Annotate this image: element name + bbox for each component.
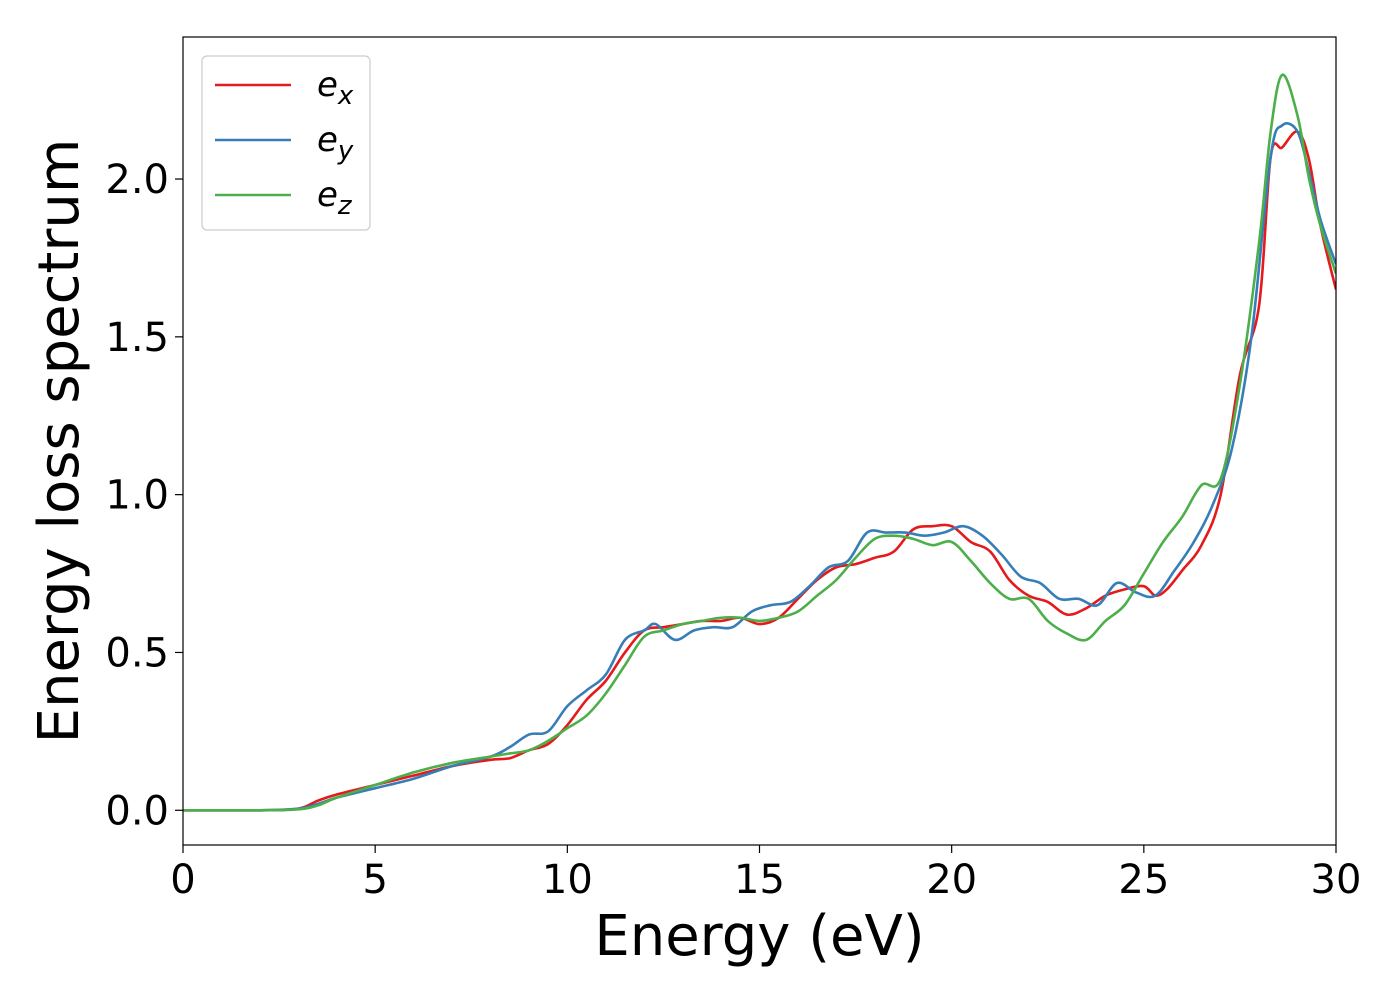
x-axis: 0 5 10 15 20 25 30	[170, 845, 1361, 903]
y-tick-label: 0.0	[105, 788, 169, 834]
y-axis: 0.0 0.5 1.0 1.5 2.0	[105, 157, 183, 834]
legend-box	[201, 55, 371, 231]
y-axis-label: Energy loss spectrum	[27, 139, 92, 744]
x-tick-label: 0	[170, 857, 195, 903]
series-line-x	[183, 130, 1336, 812]
legend-label-x: ex	[317, 65, 354, 111]
x-tick-label: 20	[926, 857, 977, 903]
y-tick-label: 1.0	[105, 473, 169, 519]
x-tick-label: 25	[1118, 857, 1169, 903]
x-axis-label: Energy (eV)	[594, 904, 924, 969]
y-tick-label: 1.5	[105, 315, 169, 361]
y-tick-label: 0.5	[105, 630, 169, 676]
x-tick-label: 15	[734, 857, 785, 903]
x-tick-label: 5	[362, 857, 387, 903]
plot-area	[183, 73, 1336, 812]
x-tick-label: 10	[542, 857, 593, 903]
y-tick-label: 2.0	[105, 157, 169, 203]
series-line-y	[183, 122, 1336, 812]
legend-label-y: ey	[317, 120, 354, 166]
series-line-z	[183, 73, 1336, 812]
legend-label-z: ez	[317, 175, 353, 221]
x-tick-label: 30	[1311, 857, 1362, 903]
legend: ex ey ez	[201, 55, 371, 231]
